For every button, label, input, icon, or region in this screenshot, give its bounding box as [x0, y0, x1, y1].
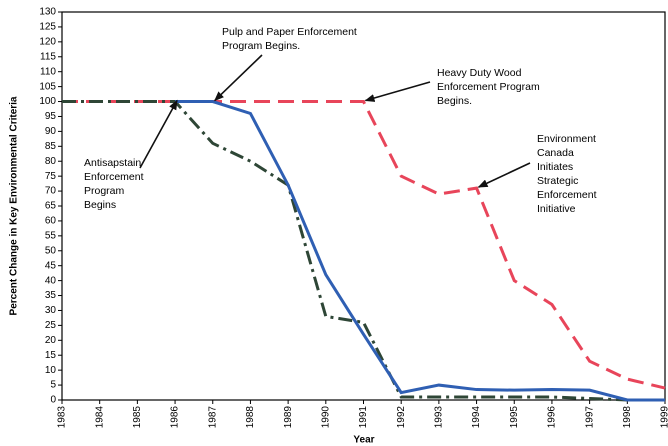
x-tick-label: 1990: [320, 406, 331, 429]
y-tick-label: 30: [45, 305, 57, 316]
x-tick-label: 1991: [358, 406, 369, 429]
annotation-text: Enforcement Program: [437, 81, 540, 93]
annotation-text: Begins: [84, 199, 116, 211]
annotation-text: Begins.: [437, 95, 472, 107]
annotation-text: Enforcement: [537, 189, 597, 201]
y-tick-label: 125: [39, 22, 56, 33]
y-tick-label: 115: [40, 51, 56, 62]
y-tick-label: 25: [45, 320, 57, 331]
x-tick-label: 1993: [434, 406, 445, 429]
y-tick-label: 100: [39, 96, 56, 107]
y-tick-label: 5: [50, 380, 56, 391]
y-tick-label: 35: [45, 290, 57, 301]
x-tick-label: 1994: [471, 406, 482, 429]
x-tick-label: 1984: [94, 406, 105, 429]
y-tick-label: 95: [45, 111, 57, 122]
annotation-arrow: [214, 54, 263, 102]
y-axis-label: Percent Change in Key Environmental Crit…: [9, 96, 20, 315]
y-tick-label: 110: [40, 66, 56, 77]
annotation-text: Enforcement: [84, 171, 144, 183]
y-tick-label: 55: [45, 230, 57, 241]
x-tick-label: 1986: [170, 406, 181, 429]
annotation-text: Pulp and Paper Enforcement: [222, 26, 357, 38]
y-tick-label: 45: [45, 260, 57, 271]
y-tick-label: 15: [45, 350, 57, 361]
series-line: [62, 100, 665, 402]
annotation-arrow: [139, 99, 178, 169]
x-tick-label: 1998: [622, 406, 633, 429]
annotation-text: Environment: [537, 133, 596, 145]
x-tick-label: 1987: [207, 406, 218, 429]
annotation-text: Program: [84, 185, 125, 197]
y-tick-label: 130: [39, 7, 56, 18]
annotation-text: Initiates: [537, 161, 573, 173]
y-tick-label: 90: [45, 126, 57, 137]
y-tick-label: 20: [45, 335, 57, 346]
series-line: [175, 100, 665, 402]
x-tick-label: 1996: [547, 406, 558, 429]
annotation-text: Canada: [537, 147, 574, 159]
annotation-text: Antisapstain: [84, 157, 141, 169]
annotation-text: Heavy Duty Wood: [437, 67, 522, 79]
x-tick-label: 1999: [660, 406, 668, 429]
y-tick-label: 85: [45, 141, 57, 152]
y-tick-label: 65: [45, 201, 57, 212]
y-tick-label: 0: [50, 395, 56, 406]
x-tick-label: 1983: [57, 406, 68, 429]
x-axis-label: Year: [353, 435, 374, 446]
y-tick-label: 50: [45, 245, 57, 256]
y-tick-label: 105: [39, 81, 56, 92]
x-tick-label: 1995: [509, 406, 520, 429]
annotation-arrow: [477, 162, 531, 188]
y-tick-label: 80: [45, 156, 57, 167]
y-tick-label: 40: [45, 275, 57, 286]
annotation-arrow: [364, 81, 431, 102]
x-tick-label: 1992: [396, 406, 407, 429]
x-tick-label: 1997: [584, 406, 595, 429]
y-tick-label: 75: [45, 171, 57, 182]
annotation-text: Initiative: [537, 203, 576, 215]
annotation-text: Program Begins.: [222, 40, 300, 52]
annotation-text: Strategic: [537, 175, 578, 187]
x-tick-label: 1985: [132, 406, 143, 429]
x-tick-label: 1989: [283, 406, 294, 429]
x-tick-label: 1988: [245, 406, 256, 429]
y-tick-label: 10: [45, 365, 57, 376]
y-tick-label: 120: [39, 36, 56, 47]
y-tick-label: 60: [45, 216, 57, 227]
y-tick-label: 70: [45, 186, 57, 197]
